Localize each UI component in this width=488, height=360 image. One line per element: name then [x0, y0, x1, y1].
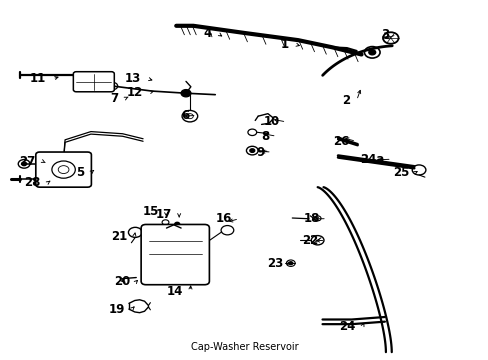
Text: 22: 22 [302, 234, 318, 247]
Text: 25: 25 [392, 166, 408, 179]
Text: 20: 20 [113, 275, 130, 288]
Text: 18: 18 [303, 212, 320, 225]
Text: 27: 27 [20, 155, 36, 168]
FancyBboxPatch shape [73, 72, 114, 92]
Text: 13: 13 [124, 72, 141, 85]
FancyBboxPatch shape [141, 225, 209, 285]
Text: 11: 11 [29, 72, 45, 85]
Text: 12: 12 [126, 86, 143, 99]
Text: 7: 7 [110, 92, 119, 105]
Circle shape [174, 222, 179, 226]
Text: 24: 24 [339, 320, 355, 333]
Text: 24a: 24a [360, 153, 384, 166]
Text: 15: 15 [142, 205, 159, 218]
Text: 23: 23 [267, 257, 283, 270]
Text: 26: 26 [332, 135, 348, 148]
Text: 2: 2 [341, 94, 349, 107]
Text: 1: 1 [280, 38, 288, 51]
Text: 17: 17 [156, 208, 172, 221]
Text: 21: 21 [111, 230, 127, 243]
Text: Cap-Washer Reservoir: Cap-Washer Reservoir [190, 342, 298, 352]
Circle shape [21, 162, 26, 166]
Text: 19: 19 [108, 303, 125, 316]
Circle shape [288, 262, 292, 265]
Text: 5: 5 [76, 166, 84, 179]
Text: 10: 10 [263, 116, 279, 129]
Text: 14: 14 [167, 285, 183, 298]
Text: 16: 16 [216, 212, 232, 225]
Circle shape [368, 50, 375, 55]
Text: 4: 4 [203, 27, 211, 40]
Text: 6: 6 [181, 109, 189, 122]
Text: 8: 8 [261, 130, 269, 143]
Text: 9: 9 [256, 145, 264, 158]
Text: 28: 28 [24, 176, 41, 189]
FancyBboxPatch shape [36, 152, 91, 187]
Text: 3: 3 [381, 28, 389, 41]
Circle shape [249, 149, 254, 152]
Circle shape [181, 90, 190, 97]
